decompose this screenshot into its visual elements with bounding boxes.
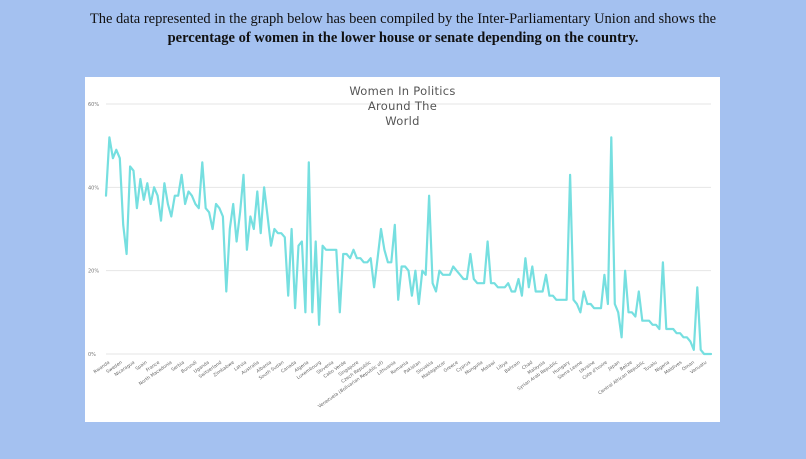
intro-line-1: The data represented in the graph below … [89,11,717,27]
x-tick-label: Malawi [480,360,496,374]
y-tick-label: 0% [88,352,96,358]
chart-title-line-1: Women In Politics [349,84,456,98]
intro-text: The data represented in the graph below … [0,10,806,48]
chart-panel: 0% 20% 40% 60% Rwanda Sweden Nicaragua Spain Fr… [85,77,720,422]
chart-title-line-2: Around The [367,99,438,113]
intro-line-2: percentage of women in the lower house o… [167,30,639,46]
x-tick-label: Japan [606,360,621,373]
chart-title-line-3: World [385,114,420,128]
y-tick-label: 60% [88,102,99,108]
y-tick-label: 20% [88,269,99,275]
series-line [104,136,713,356]
y-tick-label: 40% [88,185,99,191]
x-tick-label: Chad [521,360,534,372]
